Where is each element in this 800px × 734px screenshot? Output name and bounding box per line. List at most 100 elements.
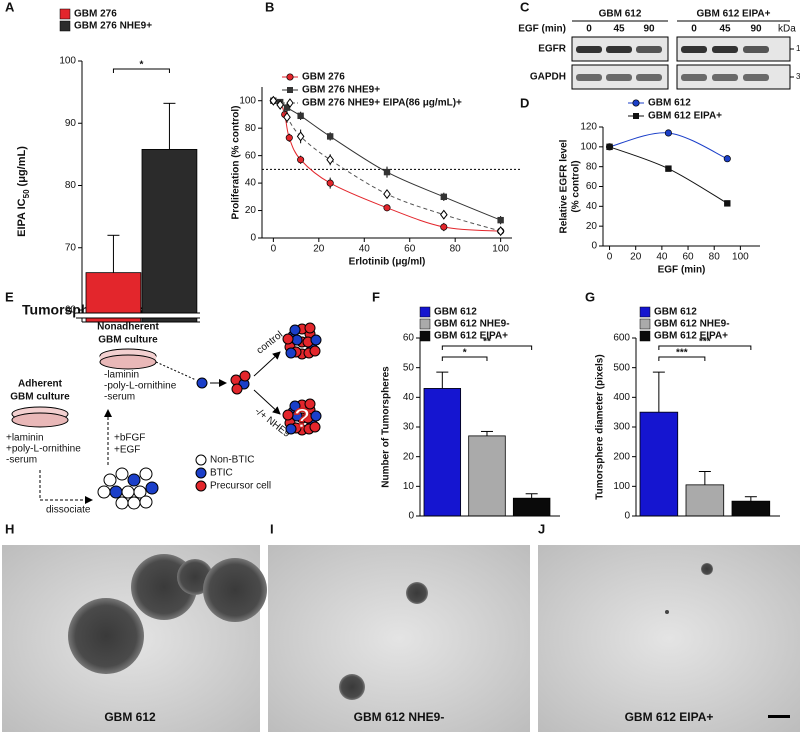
cell xyxy=(291,334,303,346)
cell xyxy=(289,400,301,412)
data-point xyxy=(383,189,391,200)
panel-label: E xyxy=(5,289,14,304)
y-axis-label: Number of Tumorspheres xyxy=(381,366,392,488)
y-tick-label: 600 xyxy=(613,333,630,344)
legend-label: Precursor cell xyxy=(210,481,271,492)
y-tick-label: 40 xyxy=(245,178,257,189)
micrographs: GBM 612 GBM 612 NHE9- GBM 612 EIPA+ xyxy=(2,545,800,732)
data-point xyxy=(296,131,305,142)
label: +EGF xyxy=(114,445,140,456)
y-tick-label: 20 xyxy=(586,221,598,232)
row-label: EGFR xyxy=(538,44,567,55)
arrow xyxy=(253,351,281,377)
x-tick-label: 0 xyxy=(607,252,613,263)
panel-label: D xyxy=(520,95,529,110)
legend-swatch xyxy=(419,306,431,318)
diagram: Tumorsphere Assay Nonadherent GBM cultur… xyxy=(6,302,322,516)
y-tick-label: 80 xyxy=(245,123,257,134)
size-label: 37 xyxy=(796,72,800,81)
data-point xyxy=(724,200,731,207)
data-point xyxy=(297,112,304,120)
label: Nonadherent xyxy=(97,322,159,333)
y-tick-label: 30 xyxy=(403,422,415,433)
lane-label: 90 xyxy=(643,24,655,35)
y-axis-label: Tumorsphere diameter (pixels) xyxy=(595,354,606,499)
label: +poly-L-ornithine xyxy=(6,444,81,455)
legend-marker xyxy=(632,99,640,107)
legend-swatch xyxy=(419,318,431,330)
y-tick-label: 100 xyxy=(59,56,76,67)
data-point xyxy=(497,216,504,224)
legend-label: BTIC xyxy=(210,468,233,479)
data-point xyxy=(283,104,291,111)
y-tick-label: 10 xyxy=(403,481,415,492)
blot-band xyxy=(712,46,738,53)
panel-label: H xyxy=(5,521,14,536)
y-tick-label: 0 xyxy=(624,511,630,522)
cell xyxy=(310,334,322,346)
y-axis-label: (% control) xyxy=(571,160,582,212)
series-line xyxy=(609,146,728,204)
x-tick-label: 0 xyxy=(271,244,277,255)
row-label: GAPDH xyxy=(530,72,566,83)
significance-bracket xyxy=(658,356,706,361)
significance-bracket xyxy=(658,345,752,350)
y-tick-label: 60 xyxy=(586,181,598,192)
cell xyxy=(282,409,294,421)
bar xyxy=(141,148,198,323)
panel-label: A xyxy=(5,0,15,14)
significance-bracket xyxy=(112,68,170,73)
y-axis-label: 50 xyxy=(22,189,31,198)
data-point xyxy=(606,143,613,151)
y-tick-label: 60 xyxy=(245,150,257,161)
data-point xyxy=(285,134,293,142)
y-axis-label: (μg/mL) xyxy=(16,146,28,187)
panel-label: J xyxy=(538,521,545,536)
legend-label: GBM 276 xyxy=(302,72,345,83)
dish xyxy=(11,412,69,428)
data-point xyxy=(723,155,731,163)
y-tick-label: 80 xyxy=(65,180,77,191)
label: Adherent xyxy=(18,379,63,390)
y-axis-label: Relative EGFR level xyxy=(559,139,570,233)
y-axis-label: Proliferation (% control) xyxy=(231,106,242,220)
blot-band xyxy=(681,74,707,81)
bar xyxy=(685,484,725,517)
lane-label: 0 xyxy=(586,24,592,35)
data-point xyxy=(496,226,505,237)
significance-bracket xyxy=(441,345,533,350)
y-tick-label: 80 xyxy=(586,161,598,172)
legend-swatch xyxy=(59,8,71,20)
series-line xyxy=(609,132,728,160)
legend-label: GBM 612 NHE9- xyxy=(654,319,730,330)
y-tick-label: 50 xyxy=(403,362,415,373)
cell xyxy=(289,324,301,336)
cell xyxy=(309,421,321,433)
y-tick-label: 120 xyxy=(580,122,597,133)
legend-label: GBM 612 EIPA+ xyxy=(434,331,508,342)
panel-label: F xyxy=(372,289,380,304)
y-tick-label: 400 xyxy=(613,392,630,403)
blot-band xyxy=(712,74,738,81)
x-tick-label: 40 xyxy=(656,252,668,263)
legend-swatch xyxy=(639,330,651,342)
dish xyxy=(99,354,157,370)
micrograph-label: GBM 612 NHE9- xyxy=(354,710,445,724)
label: +bFGF xyxy=(114,433,145,444)
legend-label: GBM 612 xyxy=(434,307,477,318)
arrow xyxy=(155,361,197,381)
sphere xyxy=(406,582,428,604)
data-point xyxy=(383,204,391,212)
blot-band xyxy=(743,46,769,53)
legend-label: Non-BTIC xyxy=(210,455,254,466)
y-tick-label: 0 xyxy=(250,233,256,244)
x-tick-label: 20 xyxy=(630,252,642,263)
scale-bar xyxy=(768,715,790,718)
sphere xyxy=(701,563,713,575)
bar xyxy=(468,435,506,517)
data-point xyxy=(283,112,291,123)
data-point xyxy=(664,129,672,137)
blot-band xyxy=(576,46,602,53)
bar xyxy=(731,500,771,517)
legend-label: GBM 612 xyxy=(648,98,691,109)
